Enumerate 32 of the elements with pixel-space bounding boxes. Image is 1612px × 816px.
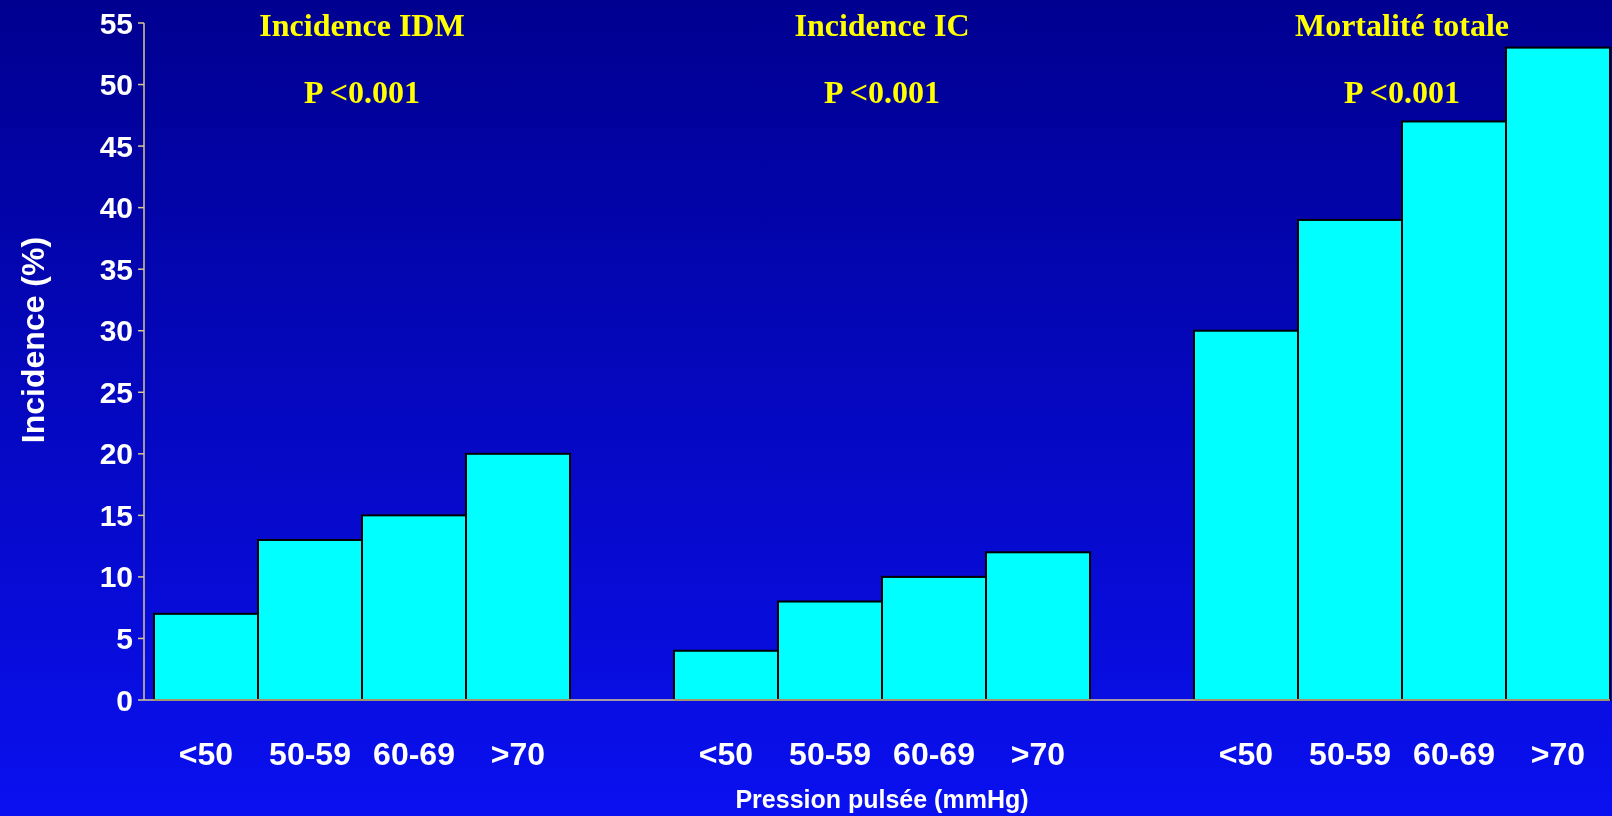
y-tick-label: 5 bbox=[116, 621, 133, 655]
annotation: Incidence IDM bbox=[259, 7, 465, 43]
y-tick-label: 45 bbox=[99, 129, 133, 163]
y-tick-label: 35 bbox=[99, 252, 133, 286]
x-tick-label: 50-59 bbox=[1309, 736, 1391, 772]
x-tick-label: <50 bbox=[698, 736, 754, 772]
y-tick-label: 10 bbox=[99, 560, 133, 594]
x-tick-label: 60-69 bbox=[1413, 736, 1495, 772]
x-tick-label: <50 bbox=[178, 736, 234, 772]
x-tick-label: <50 bbox=[1218, 736, 1274, 772]
annotation: Incidence IC bbox=[794, 7, 970, 43]
annotation: P <0.001 bbox=[823, 74, 941, 110]
x-tick-label: >70 bbox=[1010, 736, 1066, 772]
y-tick-label: 25 bbox=[99, 375, 133, 409]
annotation: P <0.001 bbox=[1343, 74, 1461, 110]
x-tick-label: >70 bbox=[1530, 736, 1586, 772]
x-axis-title: Pression pulsée (mmHg) bbox=[735, 785, 1029, 813]
annotation: Mortalité totale bbox=[1294, 7, 1510, 43]
x-tick-label: 60-69 bbox=[893, 736, 975, 772]
y-tick-label: 20 bbox=[99, 437, 133, 471]
x-tick-label: 50-59 bbox=[269, 736, 351, 772]
x-tick-label: >70 bbox=[490, 736, 546, 772]
x-tick-label: 50-59 bbox=[789, 736, 871, 772]
y-tick-label: 55 bbox=[99, 6, 133, 40]
annotation: P <0.001 bbox=[303, 74, 421, 110]
y-axis-title: Incidence (%) bbox=[15, 236, 51, 444]
y-tick-label: 40 bbox=[99, 191, 133, 225]
x-tick-label: 60-69 bbox=[373, 736, 455, 772]
y-tick-label: 50 bbox=[99, 68, 133, 102]
y-tick-label: 15 bbox=[99, 498, 133, 532]
y-tick-label: 0 bbox=[116, 683, 133, 717]
y-tick-label: 30 bbox=[99, 314, 133, 348]
